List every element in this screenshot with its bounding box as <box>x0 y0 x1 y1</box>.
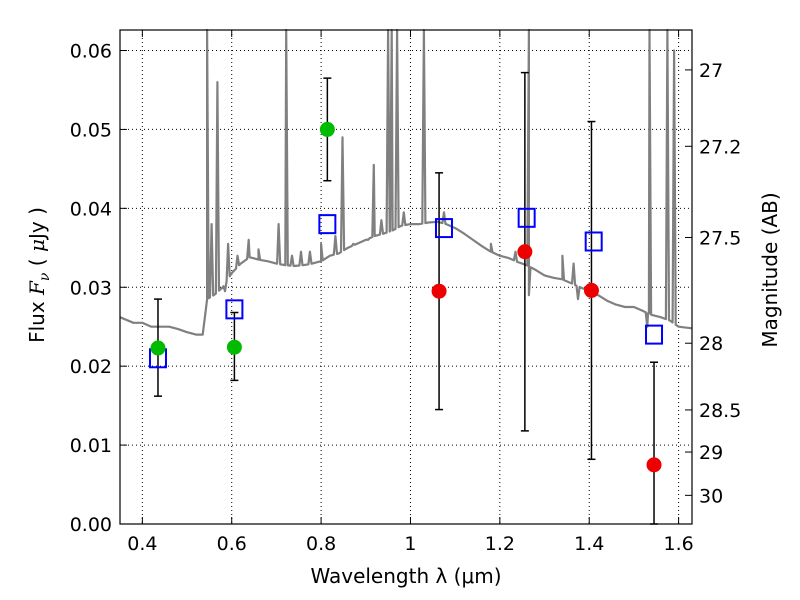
measured-flux-point <box>150 340 166 356</box>
x-tick-label: 0.6 <box>217 533 247 555</box>
marker-layer <box>148 121 664 473</box>
y-tick-label: 0.04 <box>70 198 112 220</box>
x-tick-label: 1.2 <box>485 533 515 555</box>
ylabel-symbol: F <box>25 280 49 296</box>
y-tick-label: 0.03 <box>70 277 112 299</box>
model-flux-square-marker <box>434 218 453 239</box>
measured-flux-point <box>431 283 447 299</box>
model-flux-square-marker <box>225 299 244 320</box>
grid-lines <box>120 30 692 525</box>
x-tick-label: 0.8 <box>306 533 336 555</box>
model-flux-square-marker <box>645 324 664 345</box>
plot-border <box>119 29 693 525</box>
model-flux-square-marker <box>318 214 337 235</box>
magnitude-tick-label: 30 <box>699 485 723 507</box>
ylabel-unit: Jy ) <box>25 207 49 241</box>
left-y-axis-title: Flux Fν ( μJy ) <box>25 207 53 343</box>
x-axis-title: Wavelength λ (μm) <box>310 564 501 588</box>
model-flux-square-marker <box>517 207 536 228</box>
y-tick-label: 0.00 <box>70 514 112 536</box>
right-magnitude-axis: 27 27.2 27.5 28 28.5 29 30 <box>685 60 741 507</box>
magnitude-tick-label: 28.5 <box>699 400 741 422</box>
model-spectrum-line <box>119 28 693 336</box>
magnitude-tick-label: 27 <box>699 60 723 82</box>
ylabel-prefix: Flux <box>25 295 49 343</box>
y-tick-label: 0.06 <box>70 41 112 63</box>
ylabel-open-paren: ( <box>25 252 49 273</box>
spectrum-layer <box>119 28 693 336</box>
errorbar-layer <box>153 71 659 525</box>
ylabel-mu: μ <box>25 239 49 252</box>
magnitude-tick-label: 29 <box>699 442 723 464</box>
right-axis-title: Magnitude (AB) <box>758 192 782 347</box>
measured-flux-point <box>226 339 242 355</box>
measured-flux-point <box>646 457 662 473</box>
x-tick-label: 1.6 <box>663 533 693 555</box>
x-axis: 0.4 0.6 0.8 1 1.2 1.4 1.6 <box>127 30 694 555</box>
plot-frame <box>119 29 693 525</box>
model-flux-square-marker <box>584 231 603 252</box>
measured-flux-point <box>583 282 599 298</box>
magnitude-tick-label: 28 <box>699 333 723 355</box>
measured-flux-point <box>517 244 533 260</box>
y-tick-label: 0.01 <box>70 435 112 457</box>
x-tick-label: 1 <box>404 533 416 555</box>
ylabel-subscript: ν <box>37 272 53 281</box>
x-tick-label: 1.4 <box>574 533 604 555</box>
magnitude-tick-label: 27.5 <box>699 227 741 249</box>
y-tick-label: 0.05 <box>70 119 112 141</box>
measured-flux-point <box>319 121 335 137</box>
y-tick-label: 0.02 <box>70 356 112 378</box>
left-y-axis: 0.00 0.01 0.02 0.03 0.04 0.05 0.06 <box>70 41 127 536</box>
x-tick-label: 0.4 <box>127 533 157 555</box>
magnitude-tick-label: 27.2 <box>699 136 741 158</box>
